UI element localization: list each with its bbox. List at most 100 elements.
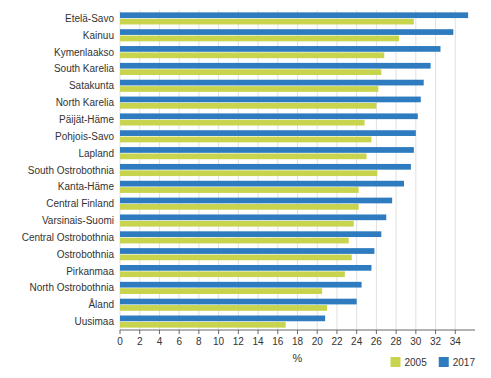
bar bbox=[120, 36, 399, 42]
bar bbox=[120, 221, 354, 227]
bar bbox=[120, 46, 440, 52]
bar bbox=[120, 97, 421, 103]
tick-label: 4 bbox=[157, 336, 163, 347]
bar bbox=[120, 19, 414, 25]
tick-mark bbox=[376, 330, 377, 334]
legend-label: 2005 bbox=[405, 357, 428, 368]
tick-mark bbox=[139, 330, 140, 334]
tick-mark bbox=[179, 330, 180, 334]
bar bbox=[120, 29, 453, 35]
tick-label: 22 bbox=[331, 336, 343, 347]
legend-label: 2017 bbox=[453, 357, 476, 368]
tick-mark bbox=[415, 330, 416, 334]
grid-line bbox=[455, 10, 456, 330]
tick-label: 30 bbox=[410, 336, 422, 347]
tick-mark bbox=[336, 330, 337, 334]
tick-label: 24 bbox=[351, 336, 363, 347]
tick-label: 34 bbox=[450, 336, 462, 347]
bar bbox=[120, 282, 362, 288]
category-label: Ostrobothnia bbox=[57, 249, 115, 260]
tick-label: 26 bbox=[371, 336, 383, 347]
tick-label: 8 bbox=[196, 336, 202, 347]
tick-mark bbox=[297, 330, 298, 334]
tick-label: 2 bbox=[137, 336, 143, 347]
bar bbox=[120, 153, 367, 159]
bar bbox=[120, 187, 359, 193]
axis-line bbox=[120, 330, 475, 331]
category-label: Åland bbox=[88, 298, 114, 310]
bar bbox=[120, 170, 377, 176]
chart: 0246810121416182022242628303234Etelä-Sav… bbox=[0, 0, 491, 378]
tick-label: 6 bbox=[176, 336, 182, 347]
tick-label: 32 bbox=[430, 336, 442, 347]
grid-line bbox=[415, 10, 416, 330]
tick-label: 14 bbox=[252, 336, 264, 347]
bar bbox=[120, 137, 371, 143]
bar bbox=[120, 52, 384, 58]
category-label: Kainuu bbox=[83, 30, 114, 41]
tick-label: 18 bbox=[292, 336, 304, 347]
tick-mark bbox=[317, 330, 318, 334]
bar bbox=[120, 69, 381, 75]
tick-label: 28 bbox=[391, 336, 403, 347]
category-label: South Ostrobothnia bbox=[28, 165, 115, 176]
category-label: Pohjois-Savo bbox=[55, 131, 114, 142]
x-axis-label: % bbox=[293, 352, 303, 364]
bar bbox=[120, 316, 325, 322]
tick-mark bbox=[159, 330, 160, 334]
category-label: North Karelia bbox=[56, 97, 115, 108]
bar bbox=[120, 299, 357, 305]
bar bbox=[120, 147, 414, 153]
category-label: Etelä-Savo bbox=[65, 13, 114, 24]
tick-label: 12 bbox=[233, 336, 245, 347]
bar bbox=[120, 130, 416, 136]
bar bbox=[120, 255, 352, 261]
bar bbox=[120, 80, 424, 86]
bar bbox=[120, 63, 431, 69]
tick-label: 0 bbox=[117, 336, 123, 347]
x-axis: 0246810121416182022242628303234 bbox=[117, 330, 475, 347]
grid-line bbox=[435, 10, 436, 330]
grid-line bbox=[396, 10, 397, 330]
tick-label: 16 bbox=[272, 336, 284, 347]
tick-mark bbox=[435, 330, 436, 334]
bar bbox=[120, 271, 345, 277]
tick-mark bbox=[198, 330, 199, 334]
bar bbox=[120, 86, 378, 92]
bar bbox=[120, 214, 386, 220]
bar bbox=[120, 12, 468, 18]
category-label: South Karelia bbox=[54, 63, 114, 74]
category-label: Uusimaa bbox=[75, 316, 115, 327]
tick-label: 20 bbox=[312, 336, 324, 347]
bar bbox=[120, 204, 359, 210]
bar bbox=[120, 265, 371, 271]
category-label: Päijät-Häme bbox=[59, 114, 114, 125]
bar bbox=[120, 288, 322, 294]
bar bbox=[120, 322, 286, 328]
grid bbox=[120, 10, 455, 330]
y-axis: Etelä-Savo Kainuu Kymenlaakso South Karelia… bbox=[22, 13, 115, 327]
category-label: Kymenlaakso bbox=[54, 47, 114, 58]
bar bbox=[120, 305, 327, 311]
tick-mark bbox=[396, 330, 397, 334]
bar bbox=[120, 164, 411, 170]
legend-swatch bbox=[439, 357, 449, 367]
tick-mark bbox=[277, 330, 278, 334]
tick-mark bbox=[455, 330, 456, 334]
category-label: North Ostrobothnia bbox=[30, 282, 115, 293]
category-label: Central Finland bbox=[46, 198, 114, 209]
bars bbox=[120, 12, 468, 327]
bar bbox=[120, 113, 418, 119]
bar bbox=[120, 231, 381, 237]
tick-mark bbox=[258, 330, 259, 334]
tick-mark bbox=[218, 330, 219, 334]
category-label: Lapland bbox=[78, 148, 114, 159]
legend-swatch bbox=[391, 357, 401, 367]
bar bbox=[120, 198, 392, 204]
bar bbox=[120, 248, 374, 254]
legend: 2005 2017 bbox=[391, 357, 476, 368]
tick-mark bbox=[356, 330, 357, 334]
category-label: Kanta-Häme bbox=[58, 181, 115, 192]
category-label: Varsinais-Suomi bbox=[42, 215, 114, 226]
bar bbox=[120, 120, 365, 126]
